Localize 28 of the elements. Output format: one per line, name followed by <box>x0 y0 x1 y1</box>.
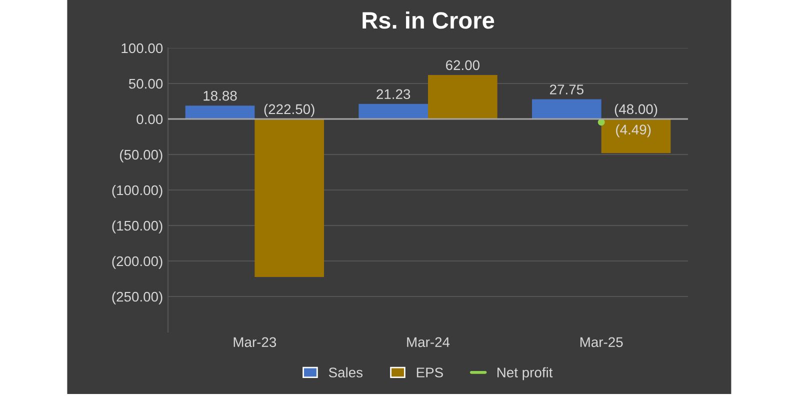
bar <box>601 119 671 154</box>
chart-title: Rs. in Crore <box>362 11 494 29</box>
y-tick-label: (200.00) <box>112 256 162 269</box>
legend-label: EPS <box>416 368 443 378</box>
x-tick-label: Mar-24 <box>407 337 450 348</box>
y-tick-label: (150.00) <box>112 220 162 234</box>
x-tick-label: Mar-25 <box>580 337 623 348</box>
bar <box>358 104 428 119</box>
bar <box>185 106 255 119</box>
legend-label: Net profit <box>498 367 553 380</box>
data-label: (48.00) <box>614 104 658 117</box>
bar <box>532 99 602 119</box>
data-label: 27.75 <box>550 84 584 94</box>
y-tick-label: (250.00) <box>112 291 162 304</box>
y-tick-label: (100.00) <box>112 184 162 198</box>
x-tick-label: Mar-23 <box>234 337 276 348</box>
legend-label: Sales <box>328 367 363 378</box>
y-tick-label: 100.00 <box>122 43 163 54</box>
data-label: (4.49) <box>616 124 651 138</box>
data-label: (222.50) <box>264 104 314 117</box>
bar <box>428 74 498 119</box>
y-tick-label: 0.00 <box>136 114 163 124</box>
data-label: 62.00 <box>446 60 480 70</box>
bar <box>254 119 324 277</box>
data-label: 18.88 <box>204 90 237 101</box>
y-tick-label: (50.00) <box>120 149 162 162</box>
y-tick-label: 50.00 <box>128 78 163 89</box>
data-label: 21.23 <box>376 89 410 100</box>
